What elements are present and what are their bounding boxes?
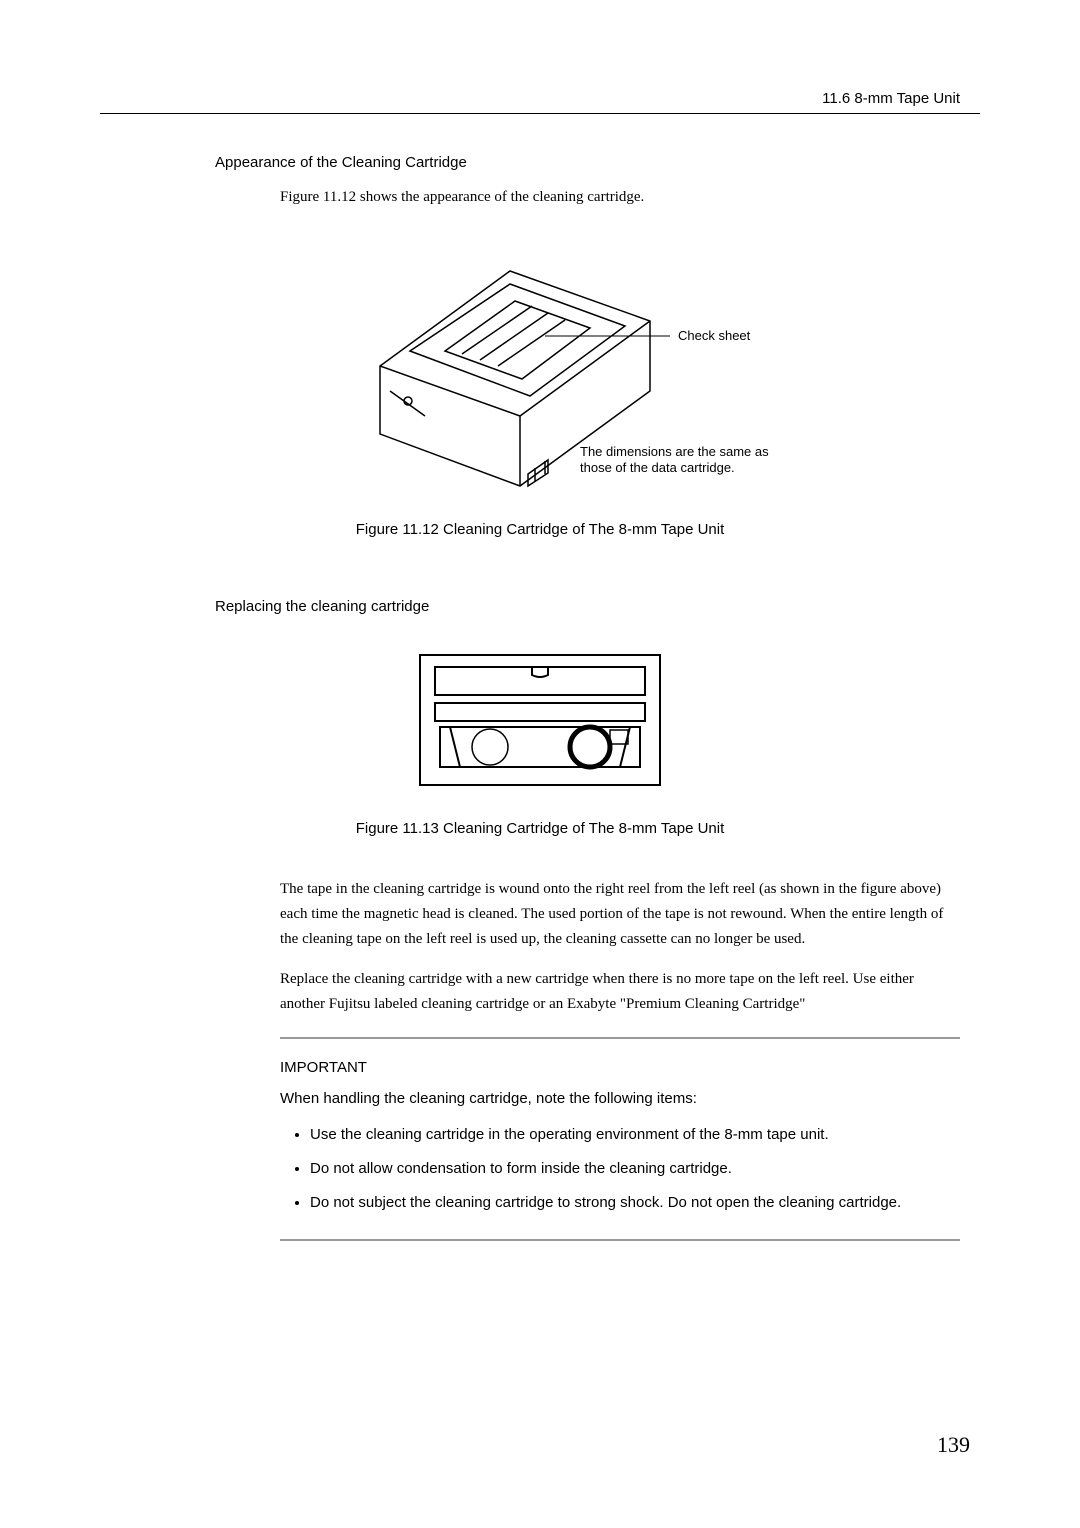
figure-2-container [100,645,980,800]
bullet-item: Use the cleaning cartridge in the operat… [310,1123,940,1147]
section-title-appearance: Appearance of the Cleaning Cartridge [215,154,980,171]
important-rule-top [280,1037,960,1039]
bullet-item: Do not allow condensation to form inside… [310,1157,940,1181]
figure-1-caption: Figure 11.12 Cleaning Cartridge of The 8… [100,521,980,538]
figure-1-container: Check sheet The dimensions are the same … [100,236,980,501]
cartridge-3d-diagram: Check sheet The dimensions are the same … [280,236,800,496]
important-intro: When handling the cleaning cartridge, no… [280,1090,960,1107]
important-bullet-list: Use the cleaning cartridge in the operat… [310,1123,940,1215]
important-rule-bottom [280,1239,960,1241]
important-label: IMPORTANT [280,1059,980,1076]
dimensions-label-2: those of the data cartridge. [580,460,735,475]
header-section-label: 11.6 8-mm Tape Unit [100,90,980,107]
page-container: 11.6 8-mm Tape Unit Appearance of the Cl… [0,0,1080,1528]
cartridge-front-diagram [410,645,670,795]
dimensions-label-1: The dimensions are the same as [580,444,769,459]
check-sheet-label: Check sheet [678,328,751,343]
header-rule [100,113,980,114]
bullet-item: Do not subject the cleaning cartridge to… [310,1191,940,1215]
figure-2-caption: Figure 11.13 Cleaning Cartridge of The 8… [100,820,980,837]
body-paragraph-1: The tape in the cleaning cartridge is wo… [280,877,960,951]
intro-text: Figure 11.12 shows the appearance of the… [280,189,980,206]
section-title-replacing: Replacing the cleaning cartridge [215,598,980,615]
body-paragraph-2: Replace the cleaning cartridge with a ne… [280,967,960,1017]
page-number: 139 [937,1432,970,1458]
